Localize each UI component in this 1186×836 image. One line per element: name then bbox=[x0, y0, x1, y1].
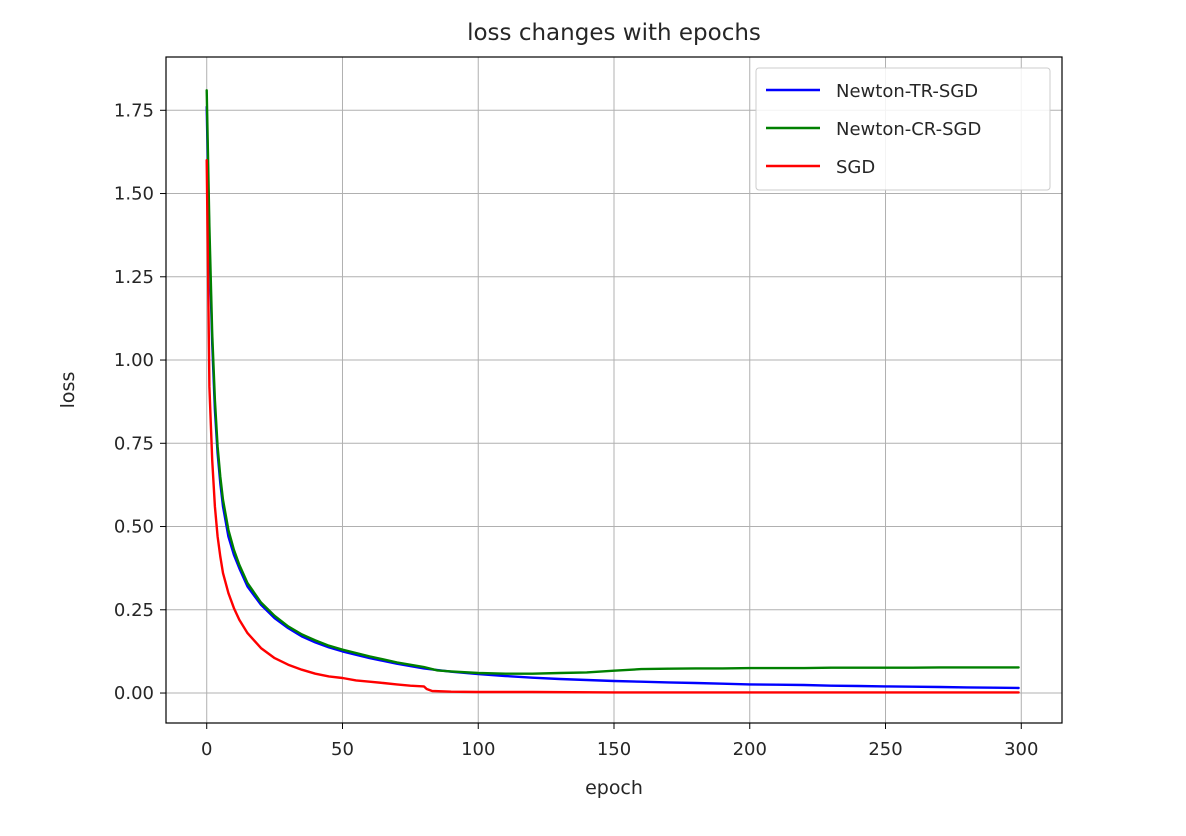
legend-label-newton-tr-sgd: Newton-TR-SGD bbox=[836, 81, 978, 102]
x-axis-label: epoch bbox=[585, 777, 643, 799]
y-tick-label: 1.00 bbox=[114, 350, 154, 371]
x-tick-label: 0 bbox=[201, 739, 212, 760]
series-lines bbox=[205, 89, 1020, 694]
y-tick-label: 0.25 bbox=[114, 600, 154, 621]
chart-title: loss changes with epochs bbox=[467, 20, 761, 46]
grid-lines bbox=[166, 57, 1062, 723]
series-line-newton-cr-sgd bbox=[205, 89, 1020, 675]
y-tick-label: 1.50 bbox=[114, 184, 154, 205]
y-tick-label: 0.00 bbox=[114, 683, 154, 704]
y-tick-label: 1.25 bbox=[114, 267, 154, 288]
x-tick-label: 300 bbox=[1004, 739, 1038, 760]
x-tick-label: 200 bbox=[733, 739, 767, 760]
x-tick-label: 150 bbox=[597, 739, 631, 760]
y-tick-label: 1.75 bbox=[114, 100, 154, 121]
legend: Newton-TR-SGD Newton-CR-SGD SGD bbox=[755, 67, 1051, 191]
x-tick-label: 50 bbox=[331, 739, 354, 760]
y-tick-label: 0.75 bbox=[114, 433, 154, 454]
legend-label-newton-cr-sgd: Newton-CR-SGD bbox=[836, 119, 981, 140]
x-tick-label: 100 bbox=[461, 739, 495, 760]
series-line-sgd bbox=[205, 158, 1020, 694]
legend-box bbox=[755, 67, 1051, 191]
y-tick-label: 0.50 bbox=[114, 517, 154, 538]
x-tick-label: 250 bbox=[868, 739, 902, 760]
x-axis-ticks: 0 50 100 150 200 250 300 bbox=[201, 723, 1038, 760]
legend-label-sgd: SGD bbox=[836, 157, 875, 178]
y-axis-label: loss bbox=[57, 372, 79, 409]
y-axis-ticks: 0.00 0.25 0.50 0.75 1.00 1.25 1.50 1.75 bbox=[114, 100, 166, 704]
